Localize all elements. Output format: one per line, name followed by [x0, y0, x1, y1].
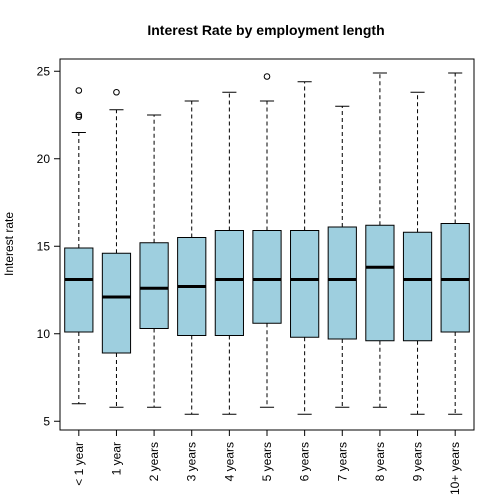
x-tick-label: 1 year [109, 442, 123, 475]
y-tick-label: 20 [37, 152, 51, 166]
outlier-point [113, 88, 120, 96]
y-tick-label: 15 [37, 239, 51, 253]
x-tick-label: 10+ years [448, 442, 462, 495]
box-group [290, 81, 320, 415]
outlier-point [75, 111, 83, 119]
x-tick-label: < 1 year [72, 442, 86, 486]
x-tick-label: 8 years [373, 442, 387, 481]
box-group [327, 105, 357, 408]
y-tick-label: 10 [37, 327, 51, 341]
box-group [402, 91, 433, 415]
y-tick-label: 25 [37, 64, 51, 78]
box-group [252, 73, 282, 408]
box-group [139, 114, 169, 408]
x-tick-label: 6 years [298, 442, 312, 481]
outlier-point [263, 73, 271, 80]
outlier-point [75, 87, 83, 94]
x-tick-label: 2 years [147, 442, 161, 481]
box-group [101, 88, 132, 408]
iqr-box [139, 242, 169, 329]
iqr-box [214, 230, 244, 336]
iqr-box [440, 223, 470, 333]
iqr-box [327, 226, 357, 340]
iqr-box [290, 230, 320, 338]
box-group [440, 72, 470, 415]
x-tick-label: 4 years [222, 442, 236, 481]
y-axis: 5 10 15 20 25 [37, 64, 60, 428]
box-group [214, 91, 244, 415]
x-tick-label: 9 years [411, 442, 425, 481]
x-tick-label: 3 years [185, 442, 199, 481]
box-group [365, 72, 395, 408]
chart-title: Interest Rate by employment length [147, 22, 384, 38]
outlier-point [75, 113, 83, 121]
iqr-box [365, 224, 395, 342]
iqr-box [101, 252, 132, 354]
x-tick-label: 5 years [260, 442, 274, 481]
box-group [177, 100, 207, 415]
y-tick-label: 5 [43, 414, 50, 428]
x-tick-label: 7 years [335, 442, 349, 481]
iqr-box [64, 247, 94, 333]
y-axis-label: Interest rate [2, 212, 16, 276]
iqr-box [402, 231, 433, 342]
box-group [64, 87, 94, 405]
iqr-box [252, 230, 282, 324]
boxes-layer [64, 72, 470, 415]
x-axis: < 1 year 1 year 2 years 3 years 4 years 5 yea… [72, 430, 462, 495]
